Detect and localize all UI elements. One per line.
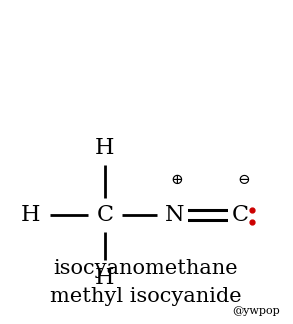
Text: ⊕: ⊕ (171, 173, 183, 187)
Text: @ywpop: @ywpop (232, 306, 280, 316)
Text: isocyanomethane: isocyanomethane (54, 259, 238, 277)
Text: ⊖: ⊖ (238, 173, 251, 187)
Text: H: H (20, 204, 40, 226)
Text: methyl isocyanide: methyl isocyanide (50, 286, 242, 306)
Text: H: H (95, 267, 115, 289)
Text: C: C (96, 204, 113, 226)
Text: C: C (231, 204, 248, 226)
Text: N: N (165, 204, 185, 226)
Text: H: H (95, 137, 115, 159)
